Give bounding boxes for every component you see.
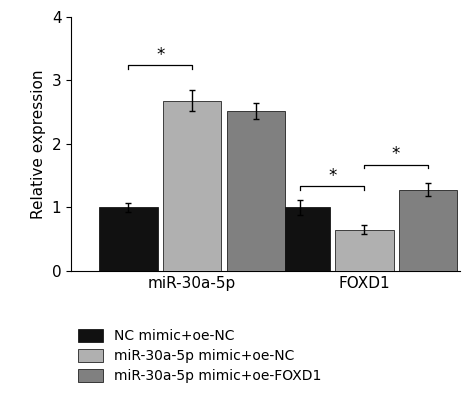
Bar — [227, 111, 285, 271]
Bar — [271, 208, 330, 271]
Bar — [335, 230, 393, 271]
Y-axis label: Relative expression: Relative expression — [31, 69, 46, 219]
Text: *: * — [156, 46, 164, 64]
Bar — [99, 208, 158, 271]
Bar — [399, 190, 457, 271]
Text: *: * — [328, 167, 337, 185]
Text: *: * — [392, 145, 400, 163]
Legend: NC mimic+oe-NC, miR-30a-5p mimic+oe-NC, miR-30a-5p mimic+oe-FOXD1: NC mimic+oe-NC, miR-30a-5p mimic+oe-NC, … — [78, 329, 321, 383]
Bar — [163, 100, 221, 271]
